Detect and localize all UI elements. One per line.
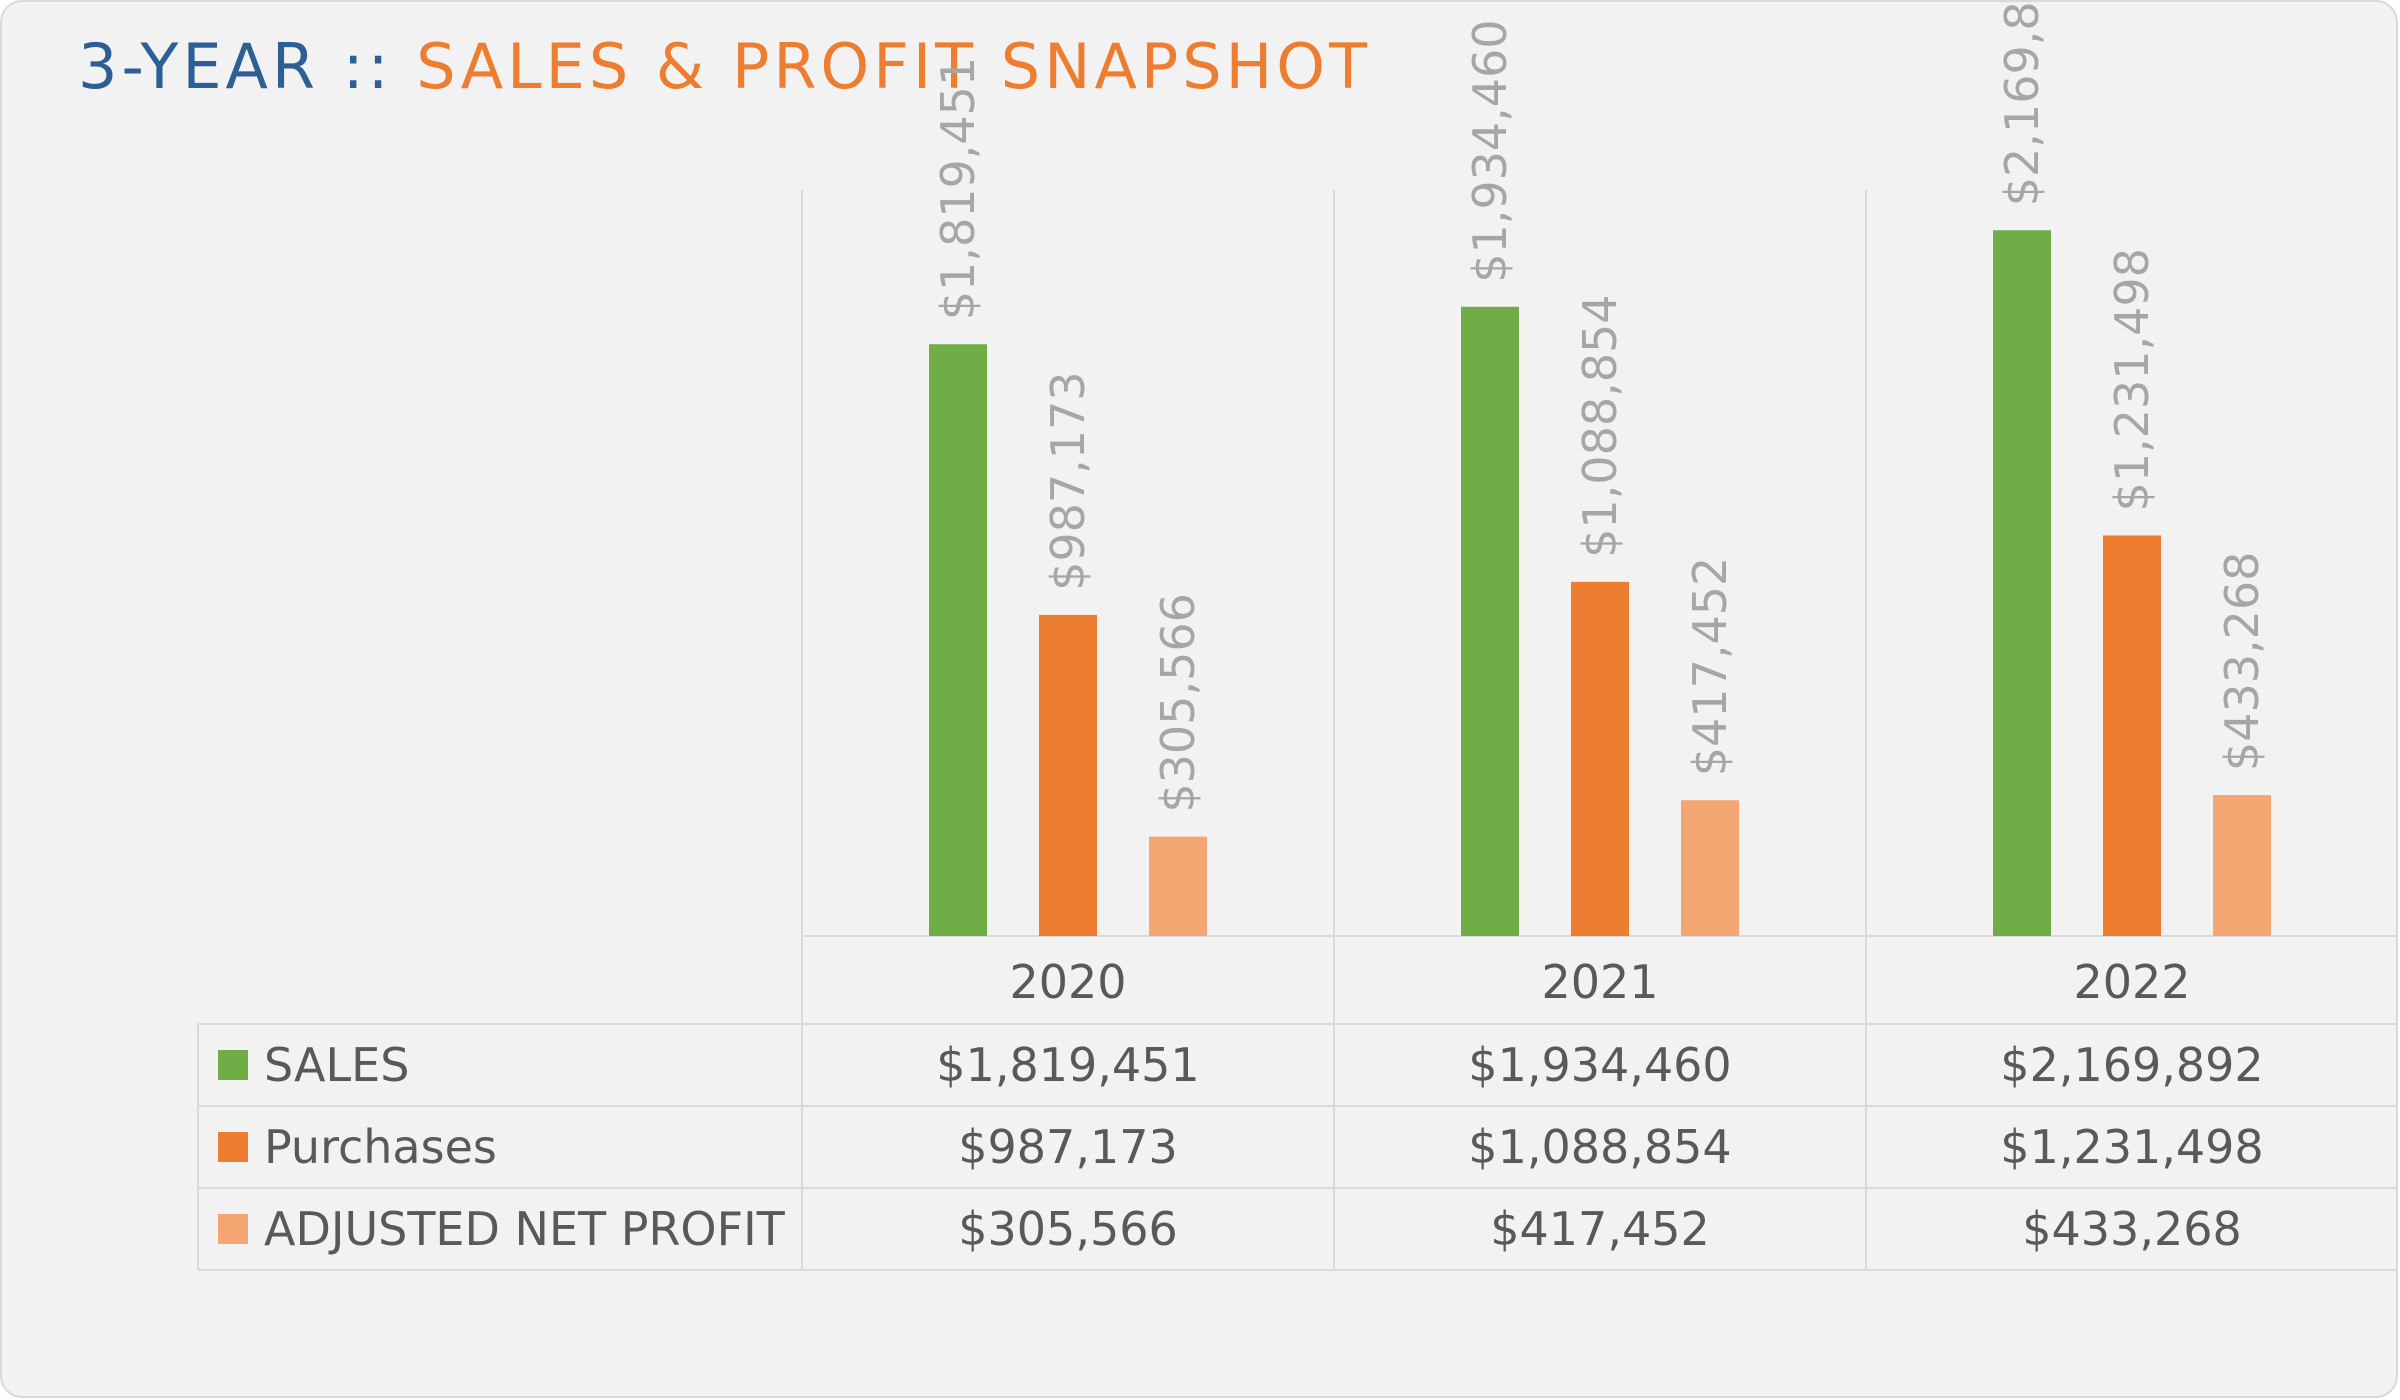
bar-sales-2020 [929, 344, 987, 936]
table-cell-value: $305,566 [958, 1202, 1178, 1256]
category-label-2022: 2022 [2073, 955, 2190, 1009]
bar-sales-2022 [1993, 230, 2051, 936]
bar-purchases-2020 [1039, 614, 1097, 936]
bar-adjusted-net-profit-2020 [1149, 836, 1207, 936]
table-cell-value: $433,268 [2022, 1202, 2242, 1256]
table-cell-value: $1,819,451 [936, 1038, 1199, 1092]
table-cell-value: $1,088,854 [1468, 1120, 1731, 1174]
data-label: $1,934,460 [1463, 19, 1517, 282]
data-label: $987,173 [1041, 371, 1095, 591]
data-label: $305,566 [1151, 593, 1205, 813]
chart-title: 3-YEAR :: SALES & PROFIT SNAPSHOT [78, 30, 1371, 103]
chart-title-prefix: 3-YEAR :: [78, 30, 417, 103]
legend-swatch-sales [218, 1050, 248, 1080]
legend-swatch-adjusted-net-profit [218, 1214, 248, 1244]
chart-title-main: SALES & PROFIT SNAPSHOT [416, 30, 1371, 103]
bar-sales-2021 [1461, 306, 1519, 936]
legend-swatch-purchases [218, 1132, 248, 1162]
table-cell-value: $987,173 [958, 1120, 1178, 1174]
category-label-2021: 2021 [1541, 955, 1658, 1009]
table-cell-value: $1,231,498 [2000, 1120, 2263, 1174]
legend-label: Purchases [264, 1120, 497, 1174]
category-label-2020: 2020 [1009, 955, 1126, 1009]
data-label: $1,088,854 [1573, 294, 1627, 557]
bar-purchases-2022 [2103, 535, 2161, 936]
data-label: $433,268 [2215, 552, 2269, 772]
table-cell-value: $417,452 [1490, 1202, 1710, 1256]
data-label: $417,452 [1683, 557, 1737, 777]
data-label: $1,819,451 [931, 57, 985, 320]
legend-label: SALES [264, 1038, 409, 1092]
bar-purchases-2021 [1571, 581, 1629, 936]
legend-label: ADJUSTED NET PROFIT [264, 1202, 786, 1256]
table-cell-value: $2,169,892 [2000, 1038, 2263, 1092]
data-label: $2,169,892 [1995, 2, 2049, 206]
bar-adjusted-net-profit-2021 [1681, 800, 1739, 936]
bar-adjusted-net-profit-2022 [2213, 795, 2271, 936]
table-cell-value: $1,934,460 [1468, 1038, 1731, 1092]
data-label: $1,231,498 [2105, 248, 2159, 511]
